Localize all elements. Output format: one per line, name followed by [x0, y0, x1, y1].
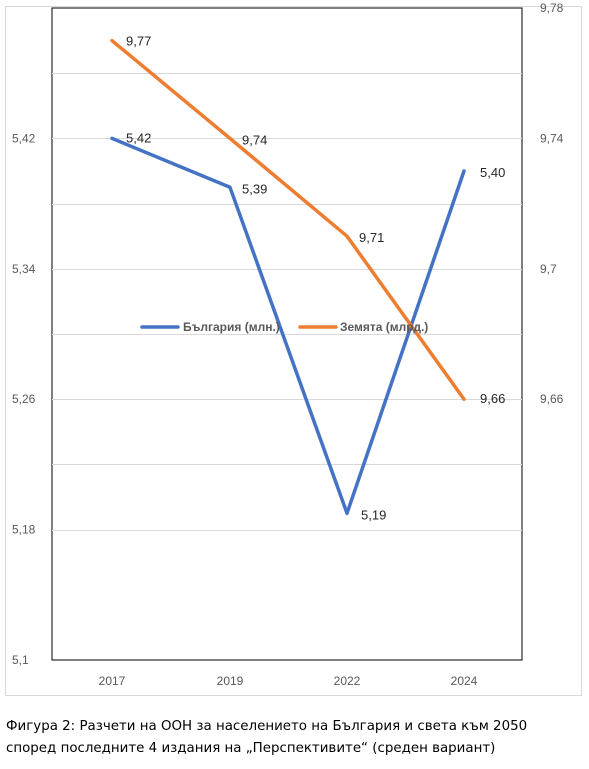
x-axis-tick-label: 2019 — [217, 674, 244, 688]
x-axis-tick-label: 2024 — [451, 674, 478, 688]
data-label: 9,66 — [480, 391, 505, 406]
data-label: 5,40 — [480, 165, 505, 180]
data-label: 5,19 — [361, 507, 386, 522]
left-axis-tick-label: 5,34 — [12, 262, 36, 276]
left-axis-tick-label: 5,42 — [12, 131, 36, 145]
chart-frame — [5, 6, 582, 696]
series-line-bulgaria — [110, 136, 466, 516]
line-chart: 5,1 5,18 5,26 5,34 5,42 9,66 9,7 9,74 9,78 2017 20… — [12, 1, 564, 688]
figure-caption: Фигура 2: Разчети на ООН за населението … — [6, 716, 584, 760]
left-axis-tick-label: 5,18 — [12, 523, 36, 537]
series-line-world — [110, 38, 466, 401]
data-label: 9,71 — [359, 230, 384, 245]
data-label: 5,39 — [242, 181, 267, 196]
right-axis-tick-label: 9,66 — [540, 392, 564, 406]
right-axis-tick-label: 9,74 — [540, 131, 564, 145]
right-axis-tick-label: 9,78 — [540, 1, 564, 15]
data-label: 5,42 — [126, 130, 151, 145]
legend-entry: България (млн.) — [183, 320, 280, 334]
legend-entry: Земята (млрд.) — [340, 320, 428, 334]
caption-line-2: според последните 4 издания на „Перспект… — [6, 741, 496, 756]
data-label: 9,77 — [126, 34, 151, 49]
left-axis-tick-label: 5,26 — [12, 392, 36, 406]
x-axis-tick-label: 2017 — [99, 674, 126, 688]
data-label: 9,74 — [242, 132, 267, 147]
right-axis-tick-label: 9,7 — [540, 262, 557, 276]
caption-line-1: Фигура 2: Разчети на ООН за населението … — [6, 719, 528, 734]
x-axis-tick-label: 2022 — [334, 674, 361, 688]
left-axis-tick-label: 5,1 — [12, 653, 29, 667]
